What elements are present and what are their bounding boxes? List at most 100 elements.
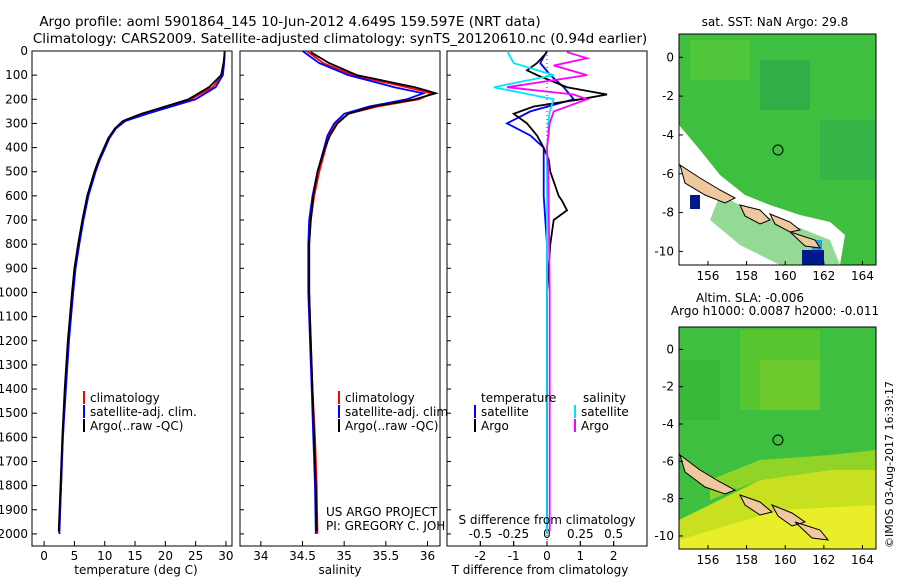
lat-tick-label: -2 — [662, 380, 674, 394]
ssh-map-title1: Altim. SLA: -0.006 — [696, 291, 804, 305]
sst-argo-position — [772, 144, 784, 156]
credit-line1: US ARGO PROJECT — [326, 505, 438, 519]
lon-tick-label: 156 — [697, 553, 720, 567]
temperature-axis: 0 5 10 15 20 25 30 — [40, 541, 234, 563]
legend-satellite-label: satellite-adj. clim. — [90, 405, 197, 419]
difference-legend: temperature salinity satellite Argo sate… — [474, 391, 629, 433]
depth-tick-label: 1400 — [0, 382, 28, 396]
lat-tick-label: -10 — [654, 244, 674, 258]
ssh-map-title2: Argo h1000: 0.0087 h2000: -0.011 — [671, 304, 879, 318]
t-difference-axis: -2 -1 0 1 2 — [447, 50, 618, 563]
series-line-salinity-satellite — [493, 50, 555, 534]
s-difference-axis-label: S difference from climatology — [459, 513, 636, 527]
sst-map-title: sat. SST: NaN Argo: 29.8 — [702, 15, 849, 29]
lon-tick-label: 158 — [735, 269, 758, 283]
x-tick-label: 0 — [543, 549, 551, 563]
s-difference-axis: -0.5 -0.25 0 0.25 0.5 — [469, 527, 623, 546]
depth-tick-label: 800 — [5, 237, 28, 251]
diff-legend-temperature: temperature — [481, 391, 556, 405]
x-tick-label: 0 — [543, 527, 551, 541]
series-line-argo-raw-qc- — [308, 51, 440, 532]
depth-tick-label: 1100 — [0, 310, 28, 324]
lon-tick-label: 164 — [851, 553, 874, 567]
temperature-axes-frame — [31, 50, 233, 547]
lat-tick-label: 0 — [666, 342, 674, 356]
temperature-panel: 0100200300400500600700800900100011001200… — [0, 44, 234, 577]
lon-tick-label: 160 — [774, 269, 797, 283]
lat-tick-label: -8 — [662, 492, 674, 506]
depth-tick-label: 1900 — [0, 503, 28, 517]
x-tick-label: 30 — [218, 549, 233, 563]
sst-coastline — [679, 163, 821, 249]
lon-tick-label: 158 — [735, 553, 758, 567]
depth-tick-label: 1300 — [0, 358, 28, 372]
ssh-map: Altim. SLA: -0.006 Argo h1000: 0.0087 h2… — [654, 291, 879, 567]
depth-tick-label: 700 — [5, 213, 28, 227]
x-tick-label: 36 — [420, 549, 435, 563]
x-tick-label: 25 — [188, 549, 203, 563]
ssh-map-frame — [678, 326, 877, 550]
x-tick-label: 34 — [253, 549, 268, 563]
sal-legend-argo-label: Argo(..raw -QC) — [345, 419, 438, 433]
series-line-satellite-adj-clim- — [58, 50, 226, 534]
imos-timestamp: ©IMOS 03-Aug-2017 16:39:17 — [883, 381, 896, 548]
lat-tick-label: 0 — [666, 50, 674, 64]
lon-tick-label: 162 — [812, 269, 835, 283]
x-tick-label: -2 — [474, 549, 486, 563]
depth-tick-label: 1000 — [0, 285, 28, 299]
depth-tick-label: 200 — [5, 92, 28, 106]
figure-title-line2: Climatology: CARS2009. Satellite-adjuste… — [33, 31, 647, 47]
difference-panel: -2 -1 0 1 2 -0.5 -0.25 0 0.25 0.5 S difference f… — [446, 50, 648, 577]
ssh-coastline — [679, 453, 830, 541]
ssh-argo-position — [772, 434, 784, 446]
sst-cold-patch — [690, 195, 700, 209]
diff-legend-s-sat-label: satellite — [581, 405, 629, 419]
sst-map-frame — [678, 33, 877, 266]
depth-tick-label: 400 — [5, 141, 28, 155]
depth-tick-label: 300 — [5, 116, 28, 130]
lat-tick-label: -4 — [662, 128, 674, 142]
lat-tick-label: -8 — [662, 206, 674, 220]
x-tick-label: 1 — [577, 549, 585, 563]
x-tick-label: 5 — [71, 549, 79, 563]
depth-tick-label: 900 — [5, 261, 28, 275]
x-tick-label: -0.25 — [498, 527, 529, 541]
depth-tick-label: 2000 — [0, 527, 28, 541]
depth-tick-label: 1600 — [0, 430, 28, 444]
salinity-axis: 34 34.5 35 35.5 36 — [253, 541, 435, 563]
x-tick-label: 35 — [337, 549, 352, 563]
x-tick-label: 0 — [40, 549, 48, 563]
depth-axis: 0 100 200 300 400 500 600 700 800 900 1000 1100 1200… — [0, 44, 37, 541]
sal-legend-climatology-label: climatology — [345, 391, 415, 405]
x-tick-label: 15 — [127, 549, 142, 563]
lat-tick-label: -2 — [662, 89, 674, 103]
legend-climatology-label: climatology — [90, 391, 160, 405]
x-tick-label: 35.5 — [372, 549, 399, 563]
depth-tick-label: 600 — [5, 189, 28, 203]
series-line-salinity-argo — [506, 51, 591, 532]
salinity-panel: 34 34.5 35 35.5 36 salinity climatology sate… — [239, 50, 480, 577]
temperature-axis-label: temperature (deg C) — [74, 563, 197, 577]
diff-legend-t-argo-label: Argo — [481, 419, 509, 433]
figure-title-line1: Argo profile: aoml 5901864_145 10-Jun-20… — [39, 14, 540, 30]
salinity-legend: climatology satellite-adj. clim. Argo(..… — [338, 391, 452, 433]
lon-tick-label: 160 — [774, 553, 797, 567]
sst-map: sat. SST: NaN Argo: 29.8 156 158 160 162 164… — [654, 15, 877, 283]
legend-argo-label: Argo(..raw -QC) — [90, 419, 183, 433]
lat-tick-label: -10 — [654, 529, 674, 543]
depth-tick-label: 1700 — [0, 454, 28, 468]
x-tick-label: 34.5 — [289, 549, 316, 563]
x-tick-label: 2 — [610, 549, 618, 563]
x-tick-label: 0.5 — [604, 527, 623, 541]
depth-tick-label: 500 — [5, 165, 28, 179]
depth-tick-label: 1800 — [0, 479, 28, 493]
depth-tick-label: 100 — [5, 68, 28, 82]
lon-tick-label: 162 — [812, 553, 835, 567]
salinity-axis-label: salinity — [318, 563, 361, 577]
depth-tick-label: 0 — [20, 44, 28, 58]
lon-tick-label: 156 — [697, 269, 720, 283]
diff-legend-salinity: salinity — [583, 391, 626, 405]
x-tick-label: 0.25 — [567, 527, 594, 541]
sal-legend-satellite-label: satellite-adj. clim. — [345, 405, 452, 419]
